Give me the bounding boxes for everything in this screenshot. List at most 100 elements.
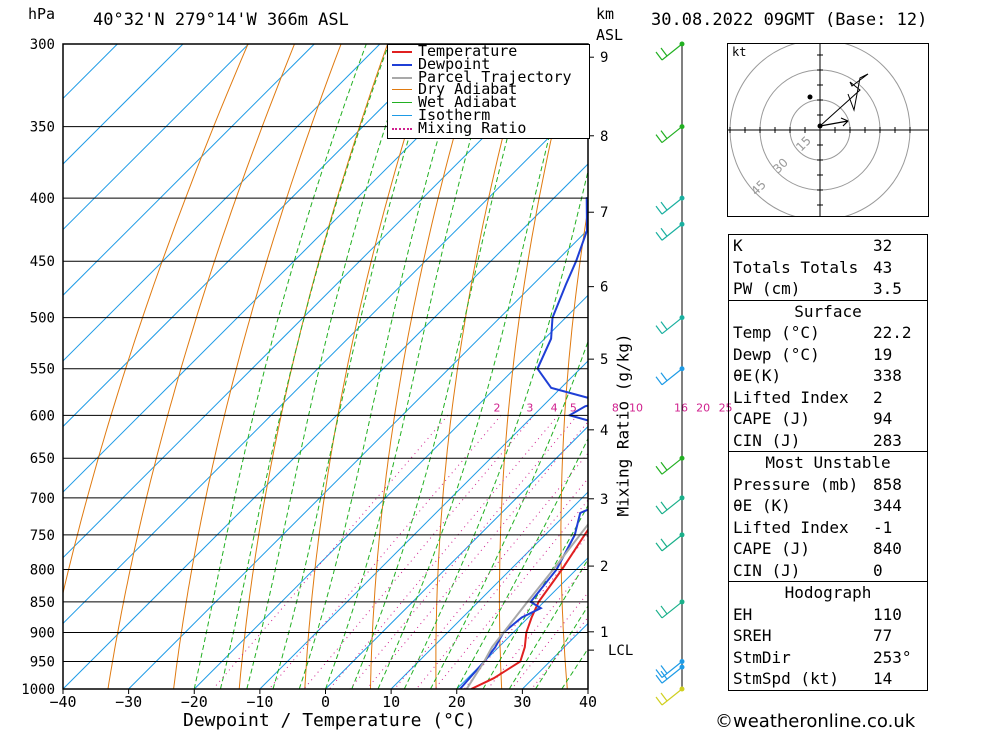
isotherm-line xyxy=(63,163,588,689)
surface-row: Temp (°C) 22.2 xyxy=(733,323,912,342)
wind-barb xyxy=(655,197,683,215)
index-row: PW (cm) 3.5 xyxy=(733,279,902,298)
pressure-tick-label: 850 xyxy=(30,595,55,611)
legend-item-dry-adiabat: Dry Adiabat xyxy=(388,82,589,97)
hodo-row: StmSpd (kt) 14 xyxy=(733,669,893,688)
mixing-ratio-line xyxy=(394,452,588,689)
wet-adiabat-line xyxy=(351,44,534,689)
wind-barb xyxy=(655,368,683,386)
wind-barb xyxy=(655,43,683,61)
isotherm-line xyxy=(63,44,249,231)
mixing-ratio-line xyxy=(487,562,588,689)
isotherm-line xyxy=(63,44,118,100)
dry-adiabat-line xyxy=(107,44,295,689)
pressure-unit-label: hPa xyxy=(28,5,56,23)
mixing-ratio-label: 16 xyxy=(674,401,688,414)
surface-title: Surface xyxy=(794,301,862,321)
x-axis-title: Dewpoint / Temperature (°C) xyxy=(183,710,476,731)
km-tick-label: 7 xyxy=(600,205,608,221)
mixing-ratio-line xyxy=(268,414,502,689)
wet-adiabat-line xyxy=(403,169,588,689)
storm-motion-arrow xyxy=(819,117,849,127)
dry-adiabat-line xyxy=(560,204,588,689)
wet-adiabat-line xyxy=(220,44,390,689)
isotherm-line xyxy=(63,44,446,428)
footer-credit[interactable]: ©weatheronline.co.uk xyxy=(715,711,916,732)
km-tick-label: 4 xyxy=(600,423,608,439)
isotherm-line xyxy=(63,44,315,296)
location-header: 40°32'N 279°14'W 366m ASL xyxy=(93,10,349,30)
pressure-tick-label: 900 xyxy=(30,626,55,642)
temp-tick-label: 40 xyxy=(579,693,597,711)
plot-frame xyxy=(62,43,589,690)
legend: Temperature Dewpoint Parcel Trajectory D… xyxy=(387,44,590,139)
mu-row: Pressure (mb) 858 xyxy=(733,474,902,494)
y2-axis-title: Mixing Ratio (g/kg) xyxy=(613,333,633,517)
hodograph-panel: 15 30 45 kt xyxy=(727,43,929,217)
km-tick-label: 2 xyxy=(600,559,608,575)
temp-tick-label: −30 xyxy=(115,693,142,711)
hodograph-ring-label: 45 xyxy=(748,177,769,198)
isotherm-line xyxy=(390,491,588,689)
km-tick-label: 3 xyxy=(600,492,608,508)
dry-adiabat-line xyxy=(370,44,482,689)
isotherm-line xyxy=(63,44,512,493)
hodograph-unit: kt xyxy=(732,45,747,59)
datetime-header: 30.08.2022 09GMT (Base: 12) xyxy=(651,10,928,30)
temp-tick-label: −20 xyxy=(181,693,208,711)
mu-row: CAPE (J) 840 xyxy=(733,539,902,558)
hodograph-section: Hodograph EH 110 SREH 77 StmDir 253° StmSpd… xyxy=(729,581,927,690)
legend-item-mixing-ratio: Mixing Ratio xyxy=(388,120,589,135)
hodograph-title: Hodograph xyxy=(784,583,872,602)
wind-barb xyxy=(655,317,683,335)
wet-adiabat-line xyxy=(482,504,588,689)
mixing-ratio-line xyxy=(434,499,588,689)
mixing-ratio-label: 3 xyxy=(526,401,533,414)
isotherm-line xyxy=(193,294,588,689)
dry-adiabat-line xyxy=(678,44,713,689)
isotherm-line xyxy=(128,228,588,689)
hodo-row: StmDir 253° xyxy=(733,647,912,667)
km-tick-label: 5 xyxy=(600,352,608,368)
legend-item-parcel: Parcel Trajectory xyxy=(388,69,589,84)
wind-barb xyxy=(655,601,683,619)
mixing-ratio-label: 10 xyxy=(629,401,643,414)
wind-barb xyxy=(655,497,683,515)
pressure-tick-label: 600 xyxy=(30,408,55,424)
wet-adiabat-line xyxy=(456,437,588,689)
temp-tick-label: 0 xyxy=(321,693,330,711)
wet-adiabat-line xyxy=(193,44,367,689)
pressure-tick-label: 550 xyxy=(30,362,55,378)
isotherm-line xyxy=(325,425,588,689)
legend-item-isotherm: Isotherm xyxy=(388,108,589,122)
isotherm-line xyxy=(63,44,184,165)
surface-section: Surface Temp (°C) 22.2 Dewp (°C) 19 θE(K) 3… xyxy=(729,299,927,452)
km-tick-label: 9 xyxy=(600,50,608,66)
mixing-ratio-label: 25 xyxy=(719,401,733,414)
dry-adiabat-line xyxy=(943,44,1000,689)
isotherm-line xyxy=(259,360,588,689)
temp-tick-label: −40 xyxy=(49,693,76,711)
surface-row: θE(K) 338 xyxy=(733,366,902,385)
lcl-label: LCL xyxy=(608,643,633,659)
surface-row: Dewp (°C) 19 xyxy=(733,344,893,364)
wet-adiabat-line xyxy=(272,44,439,689)
pressure-tick-label: 350 xyxy=(30,120,55,136)
indices-table: K 32 Totals Totals 43 PW (cm) 3.5 Surface T… xyxy=(728,234,928,691)
wet-adiabat-line xyxy=(246,44,414,689)
legend-item-dewpoint: Dewpoint xyxy=(388,56,589,71)
surface-row: CAPE (J) 94 xyxy=(733,409,893,428)
legend-item-wet-adiabat: Wet Adiabat xyxy=(388,95,589,110)
wet-adiabat-line xyxy=(430,340,588,689)
mu-row: CIN (J) 0 xyxy=(733,560,883,580)
pressure-tick-label: 300 xyxy=(30,37,55,53)
isotherm-line xyxy=(63,44,381,362)
wind-barb xyxy=(655,126,683,144)
pressure-tick-label: 1000 xyxy=(21,682,55,698)
wet-adiabat-line xyxy=(377,44,574,689)
hodo-row: EH 110 xyxy=(733,604,902,624)
pressure-tick-label: 950 xyxy=(30,655,55,671)
pressure-tick-label: 750 xyxy=(30,528,55,544)
dewpoint-profile xyxy=(459,196,588,689)
temp-tick-label: −10 xyxy=(246,693,273,711)
